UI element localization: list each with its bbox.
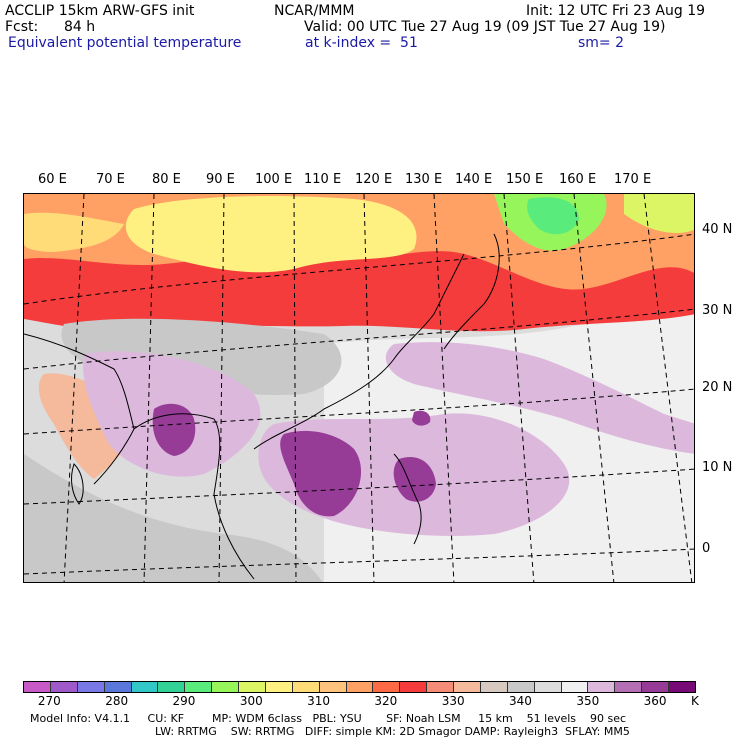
lon-label: 150 E xyxy=(506,172,544,187)
lon-label: 130 E xyxy=(405,172,443,187)
convective-core-philippines xyxy=(393,456,436,502)
indian-ocean-region xyxy=(24,454,323,582)
init-time: Init: 12 UTC Fri 23 Aug 19 xyxy=(526,3,706,19)
color-swatch xyxy=(373,682,401,692)
color-swatch xyxy=(104,682,132,692)
color-swatch xyxy=(507,682,535,692)
model-info-line1: Model Info: V4.1.1 CU: KF MP: WDM 6class… xyxy=(30,712,627,725)
pacific-convective-band xyxy=(385,342,694,454)
coastline-china xyxy=(253,253,465,450)
lat-label: 20 N xyxy=(702,380,733,395)
organization-label: NCAR/MMM xyxy=(274,3,355,19)
lon-label: 100 E xyxy=(255,172,293,187)
smoothing-label: sm= 2 xyxy=(578,35,625,51)
color-bar xyxy=(23,681,696,693)
level-index: at k-index = 51 xyxy=(305,35,418,51)
color-bar-label: 360 xyxy=(643,694,667,708)
parallel-line xyxy=(24,548,694,575)
color-swatch xyxy=(427,682,454,692)
color-swatch xyxy=(400,682,428,692)
coastline-india xyxy=(24,333,135,485)
color-swatch xyxy=(346,682,374,692)
lon-label: 160 E xyxy=(559,172,597,187)
color-bar-unit: K xyxy=(691,694,699,708)
meridian-line xyxy=(293,194,297,582)
theta-e-map xyxy=(23,193,695,583)
color-swatch xyxy=(158,682,186,692)
model-title: ACCLIP 15km ARW-GFS init xyxy=(5,3,195,19)
color-swatch xyxy=(561,682,589,692)
meridian-line xyxy=(643,194,693,582)
lon-label: 170 E xyxy=(614,172,652,187)
coastline-sri-lanka xyxy=(71,463,84,505)
cool-region-west xyxy=(24,212,124,252)
lon-label: 110 E xyxy=(304,172,342,187)
meridian-line xyxy=(63,194,85,582)
color-bar-label: 350 xyxy=(576,694,600,708)
color-swatch xyxy=(534,682,562,692)
coastline-japan xyxy=(443,233,500,350)
color-swatch xyxy=(50,682,78,692)
parallel-line xyxy=(24,308,694,370)
color-bar-label: 320 xyxy=(374,694,398,708)
color-swatch xyxy=(292,682,320,692)
color-swatch xyxy=(480,682,508,692)
color-swatch xyxy=(454,682,481,692)
meridian-line xyxy=(433,194,455,582)
lon-label: 120 E xyxy=(355,172,393,187)
color-bar-label: 300 xyxy=(239,694,263,708)
lat-label: 40 N xyxy=(702,222,733,237)
color-swatch xyxy=(77,682,105,692)
color-swatch xyxy=(669,682,695,692)
color-swatch xyxy=(319,682,347,692)
color-swatch xyxy=(24,682,51,692)
color-swatch xyxy=(615,682,643,692)
meridian-line xyxy=(503,194,535,582)
coastlines xyxy=(24,233,500,580)
lon-label: 80 E xyxy=(152,172,181,187)
meridian-line xyxy=(218,194,225,582)
lon-label: 70 E xyxy=(96,172,125,187)
color-bar-label: 290 xyxy=(172,694,196,708)
color-bar-label: 310 xyxy=(307,694,331,708)
color-swatch xyxy=(239,682,266,692)
lat-label: 10 N xyxy=(702,460,733,475)
color-bar-label: 280 xyxy=(105,694,129,708)
model-info-line2: LW: RRTMG SW: RRTMG DIFF: simple KM: 2D … xyxy=(155,725,630,738)
lon-label: 140 E xyxy=(455,172,493,187)
lon-label: 90 E xyxy=(206,172,235,187)
lat-label: 30 N xyxy=(702,303,733,318)
cold-pool-east xyxy=(624,194,694,233)
graticule xyxy=(24,194,694,582)
color-swatch xyxy=(131,682,159,692)
parallel-line xyxy=(24,233,694,305)
field-name: Equivalent potential temperature xyxy=(8,35,242,51)
parallel-line xyxy=(24,468,694,505)
color-swatch xyxy=(265,682,293,692)
convective-core-south-china-sea xyxy=(280,430,362,517)
color-swatch xyxy=(588,682,616,692)
map-canvas xyxy=(24,194,694,582)
valid-time: Valid: 00 UTC Tue 27 Aug 19 (09 JST Tue … xyxy=(304,19,666,35)
forecast-label: Fcst: xyxy=(5,19,39,35)
coastline-philippines xyxy=(393,453,422,545)
parallel-line xyxy=(24,388,694,435)
convective-core-small xyxy=(412,410,431,426)
lat-label: 0 xyxy=(702,541,711,556)
cold-pool-core xyxy=(527,197,579,235)
color-bar-label: 270 xyxy=(37,694,61,708)
color-swatch xyxy=(185,682,213,692)
convective-core-bengal xyxy=(152,403,196,456)
meridian-line xyxy=(363,194,375,582)
meridian-line xyxy=(573,194,615,582)
color-bar-label: 330 xyxy=(441,694,465,708)
cool-region-yellow xyxy=(125,196,417,273)
meridian-line xyxy=(143,194,155,582)
color-swatch xyxy=(212,682,239,692)
coastline-indochina xyxy=(133,413,255,580)
color-bar-label: 340 xyxy=(509,694,532,708)
lon-label: 60 E xyxy=(38,172,67,187)
color-swatch xyxy=(642,682,669,692)
forecast-hours: 84 h xyxy=(64,19,96,35)
